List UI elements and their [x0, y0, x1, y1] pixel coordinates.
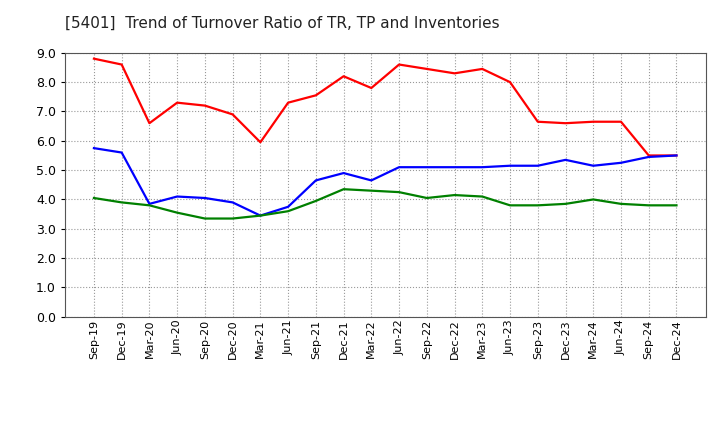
Trade Receivables [339, 73, 348, 79]
Trade Payables [367, 178, 376, 183]
Trade Payables [644, 154, 653, 160]
Trade Receivables [117, 62, 126, 67]
Trade Receivables [89, 56, 98, 61]
Inventories [616, 201, 625, 206]
Trade Payables [672, 153, 681, 158]
Trade Receivables [589, 119, 598, 125]
Inventories [367, 188, 376, 193]
Line: Trade Receivables: Trade Receivables [94, 59, 677, 155]
Line: Inventories: Inventories [94, 189, 677, 219]
Trade Payables [561, 157, 570, 162]
Trade Receivables [367, 85, 376, 91]
Trade Payables [145, 201, 154, 206]
Inventories [339, 187, 348, 192]
Trade Receivables [256, 139, 265, 145]
Inventories [672, 203, 681, 208]
Trade Payables [395, 165, 403, 170]
Trade Payables [89, 146, 98, 151]
Trade Receivables [284, 100, 292, 105]
Trade Receivables [201, 103, 210, 108]
Trade Receivables [478, 66, 487, 72]
Trade Payables [201, 195, 210, 201]
Inventories [145, 203, 154, 208]
Inventories [256, 213, 265, 218]
Inventories [450, 192, 459, 198]
Trade Payables [478, 165, 487, 170]
Trade Payables [256, 213, 265, 218]
Trade Payables [284, 204, 292, 209]
Inventories [478, 194, 487, 199]
Text: [5401]  Trend of Turnover Ratio of TR, TP and Inventories: [5401] Trend of Turnover Ratio of TR, TP… [65, 16, 500, 31]
Trade Receivables [561, 121, 570, 126]
Inventories [312, 198, 320, 204]
Trade Payables [173, 194, 181, 199]
Trade Payables [423, 165, 431, 170]
Trade Receivables [450, 71, 459, 76]
Inventories [228, 216, 237, 221]
Inventories [589, 197, 598, 202]
Trade Payables [312, 178, 320, 183]
Inventories [644, 203, 653, 208]
Inventories [201, 216, 210, 221]
Inventories [117, 200, 126, 205]
Trade Receivables [312, 93, 320, 98]
Inventories [423, 195, 431, 201]
Trade Payables [505, 163, 514, 169]
Trade Receivables [616, 119, 625, 125]
Trade Payables [117, 150, 126, 155]
Inventories [395, 190, 403, 195]
Trade Receivables [644, 153, 653, 158]
Trade Receivables [423, 66, 431, 72]
Trade Receivables [672, 153, 681, 158]
Trade Receivables [173, 100, 181, 105]
Trade Receivables [395, 62, 403, 67]
Inventories [505, 203, 514, 208]
Inventories [284, 209, 292, 214]
Inventories [534, 203, 542, 208]
Trade Receivables [505, 80, 514, 85]
Trade Payables [339, 170, 348, 176]
Trade Payables [589, 163, 598, 169]
Trade Payables [450, 165, 459, 170]
Inventories [173, 210, 181, 215]
Line: Trade Payables: Trade Payables [94, 148, 677, 216]
Inventories [89, 195, 98, 201]
Trade Payables [616, 160, 625, 165]
Trade Payables [228, 200, 237, 205]
Trade Receivables [228, 112, 237, 117]
Trade Receivables [145, 121, 154, 126]
Trade Receivables [534, 119, 542, 125]
Inventories [561, 201, 570, 206]
Trade Payables [534, 163, 542, 169]
